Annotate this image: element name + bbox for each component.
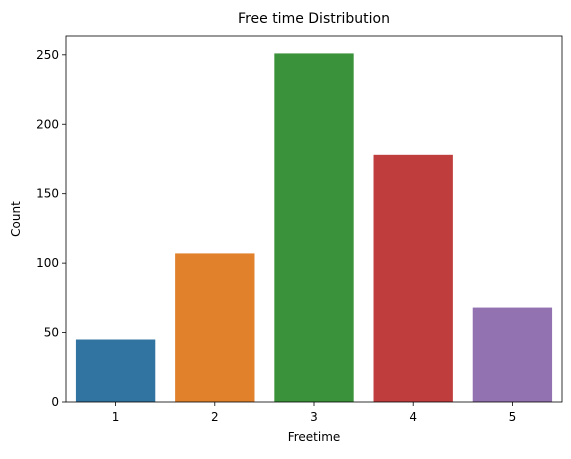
y-tick-label: 0 [51, 395, 59, 409]
chart-title: Free time Distribution [238, 11, 390, 27]
x-tick-label: 3 [310, 410, 318, 424]
plot-frame [65, 35, 563, 403]
y-tick-label: 100 [36, 256, 59, 270]
y-axis: 0 50 100 150 200 250 [36, 48, 66, 409]
bar-5 [472, 307, 553, 402]
bar-3 [274, 53, 354, 403]
y-tick-label: 150 [36, 187, 59, 201]
bars-layer [75, 53, 553, 403]
y-tick-label: 200 [36, 117, 59, 131]
y-axis-label: Count [9, 201, 23, 237]
x-tick-label: 4 [409, 410, 417, 424]
bar-2 [175, 253, 255, 402]
x-tick-label: 2 [211, 410, 219, 424]
x-tick-label: 5 [509, 410, 517, 424]
x-tick-label: 1 [112, 410, 120, 424]
x-axis-label: Freetime [288, 430, 341, 444]
x-axis: 1 2 3 4 5 [112, 402, 516, 424]
y-tick-label: 250 [36, 48, 59, 62]
y-tick-label: 50 [44, 326, 59, 340]
bar-4 [373, 154, 453, 402]
bar-1 [75, 339, 156, 402]
